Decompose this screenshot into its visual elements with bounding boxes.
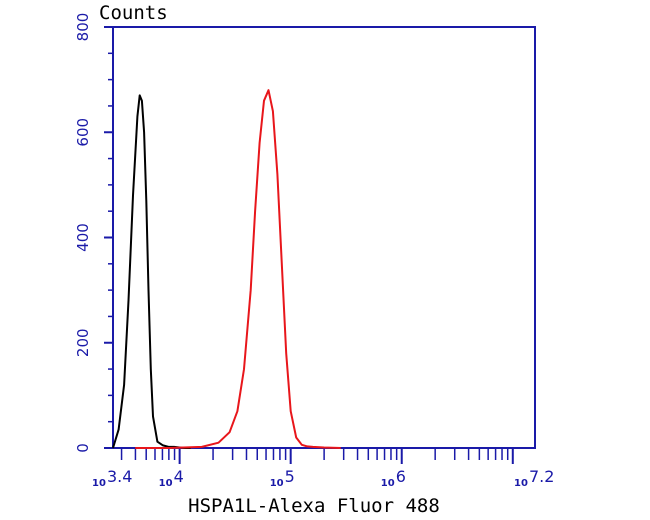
plot-frame xyxy=(112,26,536,449)
x-tick-base: 10 xyxy=(92,478,106,489)
x-tick-exponent: 3.4 xyxy=(107,467,132,486)
x-tick-label: 10 6 xyxy=(381,467,406,489)
x-tick-exponent: 4 xyxy=(174,467,184,486)
x-tick-label: 10 7.2 xyxy=(514,467,554,489)
y-tick-label: 200 xyxy=(74,328,92,357)
x-tick-base: 10 xyxy=(270,478,284,489)
x-tick-label: 10 4 xyxy=(159,467,184,489)
y-tick-label: 600 xyxy=(74,118,92,147)
x-tick-exponent: 5 xyxy=(285,467,295,486)
y-tick-label: 0 xyxy=(74,443,92,453)
x-tick-base: 10 xyxy=(514,478,528,489)
x-tick-base: 10 xyxy=(381,478,395,489)
x-tick-label: 10 3.4 xyxy=(92,467,132,489)
y-tick-label: 400 xyxy=(74,223,92,252)
y-tick-label: 800 xyxy=(74,13,92,42)
x-tick-exponent: 6 xyxy=(396,467,406,486)
x-axis-ticks: 10 3.4 10 4 10 5 10 6 10 7.2 xyxy=(92,448,554,489)
x-tick-label: 10 5 xyxy=(270,467,295,489)
y-axis-label: Counts xyxy=(99,2,168,24)
x-axis-label: HSPA1L-Alexa Fluor 488 xyxy=(188,495,440,517)
series-layer xyxy=(112,89,341,449)
y-axis-ticks: 0 200 400 600 800 xyxy=(74,13,113,453)
series-line-2 xyxy=(135,89,341,449)
x-tick-exponent: 7.2 xyxy=(529,467,554,486)
series-line-1 xyxy=(112,94,191,449)
x-tick-base: 10 xyxy=(159,478,173,489)
